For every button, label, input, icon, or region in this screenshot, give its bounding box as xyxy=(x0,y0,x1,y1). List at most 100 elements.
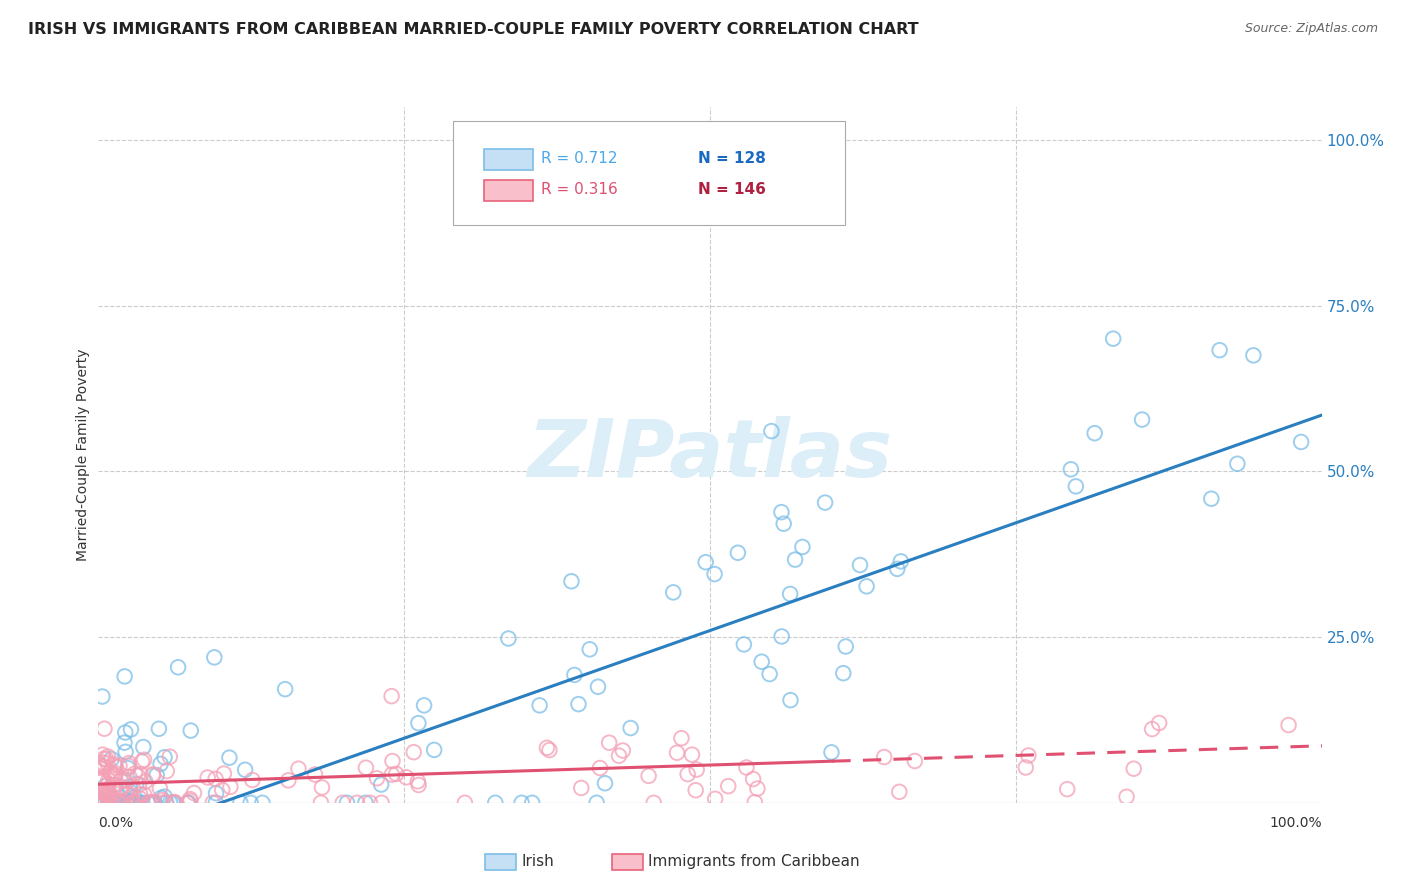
Text: Irish: Irish xyxy=(522,855,554,869)
Point xyxy=(1201,491,1223,506)
Point xyxy=(354,796,377,810)
Point xyxy=(129,792,152,806)
Point xyxy=(779,693,801,707)
Point xyxy=(124,790,146,805)
Point xyxy=(886,562,908,576)
Point xyxy=(114,773,136,788)
Point xyxy=(91,756,114,770)
Point xyxy=(751,655,773,669)
Point xyxy=(145,768,167,782)
Point xyxy=(770,630,793,644)
Text: 0.0%: 0.0% xyxy=(98,816,134,830)
Point xyxy=(94,782,117,797)
Point xyxy=(336,796,359,810)
Point xyxy=(87,796,110,810)
Point xyxy=(96,789,118,804)
Point xyxy=(98,789,121,804)
Point xyxy=(120,785,142,799)
Point xyxy=(177,796,200,810)
Point xyxy=(381,689,404,703)
Point xyxy=(100,796,122,810)
Point xyxy=(129,796,152,810)
Point xyxy=(567,697,589,711)
Point xyxy=(1102,332,1125,346)
Point xyxy=(538,743,561,757)
Point xyxy=(155,796,177,810)
Point xyxy=(127,769,149,783)
Point xyxy=(304,767,326,781)
Point xyxy=(89,775,111,789)
Point xyxy=(889,785,911,799)
Point xyxy=(183,786,205,800)
Point xyxy=(176,796,198,810)
Point xyxy=(381,754,404,768)
Point xyxy=(607,748,630,763)
Text: ZIPatlas: ZIPatlas xyxy=(527,416,893,494)
Point xyxy=(90,796,112,810)
Point xyxy=(676,767,699,781)
Point xyxy=(91,796,114,810)
Point xyxy=(100,752,122,766)
Point xyxy=(761,424,783,438)
Point xyxy=(585,796,607,810)
Point xyxy=(593,776,616,790)
Point xyxy=(1056,782,1078,797)
Point xyxy=(142,796,165,810)
Point xyxy=(704,792,727,806)
Point xyxy=(385,767,408,781)
Point xyxy=(153,750,176,764)
Point xyxy=(163,795,186,809)
Point xyxy=(727,546,749,560)
Point xyxy=(96,756,118,770)
Point xyxy=(117,796,139,810)
Point xyxy=(104,768,127,782)
Point xyxy=(98,786,121,800)
Point xyxy=(136,796,159,810)
Point xyxy=(408,716,430,731)
Point xyxy=(162,796,184,810)
Point xyxy=(233,763,256,777)
Point xyxy=(402,745,425,759)
Point xyxy=(274,682,297,697)
Point xyxy=(1289,434,1312,449)
Point xyxy=(100,796,122,810)
Point xyxy=(125,796,148,810)
Point xyxy=(110,796,132,810)
Point xyxy=(118,780,141,794)
Point xyxy=(744,795,766,809)
Point xyxy=(1130,412,1153,426)
Point xyxy=(413,698,436,713)
Point xyxy=(370,796,392,810)
Point xyxy=(671,731,693,746)
Point xyxy=(142,768,165,782)
Point xyxy=(90,795,112,809)
Point xyxy=(110,796,132,810)
Point xyxy=(134,753,156,767)
Point xyxy=(662,585,685,599)
Point xyxy=(124,796,146,810)
Point xyxy=(97,792,120,806)
FancyBboxPatch shape xyxy=(453,121,845,226)
Point xyxy=(94,779,117,793)
Point xyxy=(93,760,115,774)
Point xyxy=(155,796,177,810)
Point xyxy=(229,796,252,810)
Point xyxy=(114,669,136,683)
Point xyxy=(89,796,111,810)
Point xyxy=(569,780,592,795)
Point xyxy=(91,796,114,810)
Point xyxy=(97,796,120,810)
Point xyxy=(1226,457,1249,471)
Point xyxy=(359,796,381,810)
Point xyxy=(820,745,842,759)
Point xyxy=(110,796,132,810)
Point xyxy=(779,587,801,601)
Point xyxy=(104,757,127,772)
Point xyxy=(643,796,665,810)
Point xyxy=(103,796,125,810)
Point xyxy=(536,740,558,755)
Point xyxy=(97,749,120,764)
Point xyxy=(93,772,115,786)
Point xyxy=(132,739,155,754)
Point xyxy=(510,796,533,810)
